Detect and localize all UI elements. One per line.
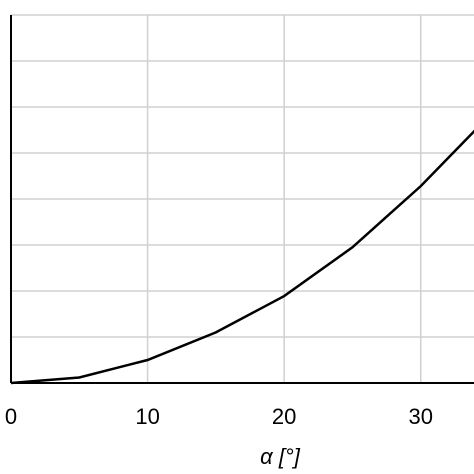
x-tick-label: 20 [272, 404, 296, 429]
x-tick-label: 0 [5, 404, 17, 429]
x-tick-label: 30 [408, 404, 432, 429]
data-line [10, 129, 474, 385]
x-axis-label: α [°] [260, 444, 301, 469]
x-tick-label: 10 [135, 404, 159, 429]
